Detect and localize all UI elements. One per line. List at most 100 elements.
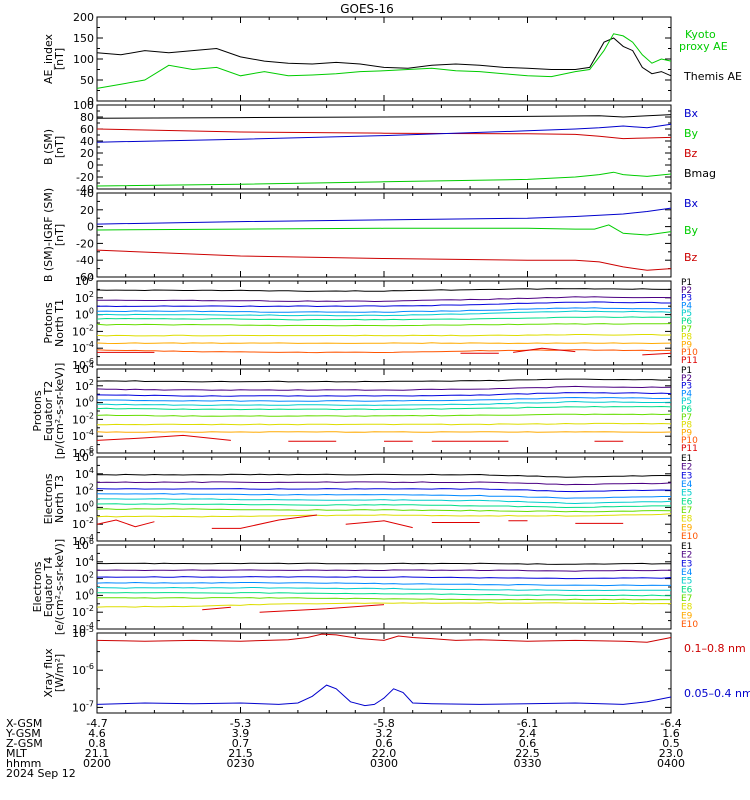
y-tick-label: 10-2 — [72, 604, 94, 619]
y-axis-label: ElectronsEquator T4[e/(cm²-s-sr-keV)] — [31, 539, 66, 635]
footer-row-label-mlt: MLT — [6, 747, 27, 760]
legend-e3: E3 — [681, 471, 692, 481]
y-tick-label: 100 — [75, 307, 94, 322]
legend-e1: E1 — [681, 454, 692, 464]
legend-p11: P11 — [681, 444, 698, 454]
footer-value-z: 0.6 — [375, 737, 393, 750]
legend-entry: By — [684, 127, 699, 140]
legend-e4: E4 — [681, 568, 693, 578]
series-line-themis-ae — [96, 37, 672, 77]
legend-p3: P3 — [681, 382, 692, 392]
footer-value-hhmm: 0330 — [514, 757, 542, 770]
series-line-e6 — [96, 503, 671, 509]
legend-p2: P2 — [681, 286, 692, 296]
series-line-e7 — [96, 508, 672, 513]
y-tick-label: 100 — [73, 99, 94, 112]
y-tick-label: 150 — [73, 32, 94, 45]
legend-e6: E6 — [681, 585, 693, 595]
y-axis-label: B (SM)[nT] — [42, 129, 66, 165]
y-axis-label: ProtonsNorth T1 — [42, 299, 66, 347]
y-tick-label: 100 — [75, 395, 94, 410]
y-tick-label: 102 — [75, 571, 94, 586]
y-tick-label: 102 — [75, 378, 94, 393]
series-line-e6 — [96, 592, 672, 597]
y-tick-label: 100 — [75, 499, 94, 514]
series-line-p5 — [96, 310, 672, 317]
legend-p8: P8 — [681, 421, 692, 431]
legend-entry: Bmag — [684, 167, 716, 180]
y-tick-label: 104 — [75, 361, 94, 376]
y-tick-label: 100 — [73, 53, 94, 66]
legend-e5: E5 — [681, 577, 692, 587]
series-line-p3 — [96, 301, 671, 308]
y-tick-label: 20 — [80, 204, 94, 217]
series-line-p2 — [97, 296, 672, 303]
series-line-p3 — [96, 392, 672, 397]
footer-value-z: 0.8 — [88, 737, 106, 750]
legend-e5: E5 — [681, 489, 692, 499]
y-tick-label: 100 — [75, 587, 94, 602]
series-line-e8 — [96, 513, 672, 518]
series-line-p7 — [96, 323, 672, 327]
series-line-e8 — [96, 602, 672, 608]
legend-e7: E7 — [681, 506, 692, 516]
legend-e7: E7 — [681, 594, 692, 604]
legend-p7: P7 — [681, 325, 692, 335]
legend-p10: P10 — [681, 436, 698, 446]
footer-date: 2024 Sep 12 — [6, 767, 76, 780]
y-tick-label: 10-4 — [72, 621, 94, 636]
legend-p3: P3 — [681, 294, 692, 304]
series-line-bx — [96, 207, 672, 225]
legend-p1: P1 — [681, 366, 692, 376]
series-line-0-1-0-8-nm — [96, 633, 672, 643]
series-line-e2 — [97, 569, 671, 572]
legend-p6: P6 — [681, 317, 692, 327]
series-line-bz — [96, 249, 672, 271]
y-tick-label: 104 — [75, 554, 94, 569]
footer-row-label-z: Z-GSM — [6, 737, 43, 750]
series-line-bmag — [96, 114, 672, 119]
footer-value-y: 1.6 — [662, 727, 680, 740]
legend-p6: P6 — [681, 405, 692, 415]
y-tick-label: 0 — [87, 95, 94, 108]
legend-entry: 0.1–0.8 nm — [684, 642, 746, 655]
series-segment — [96, 434, 231, 441]
y-axis-label: AE_index[nT] — [42, 33, 66, 84]
y-tick-label: -40 — [76, 183, 94, 196]
y-tick-label: 10-2 — [72, 323, 94, 338]
footer-row-label-hhmm: hhmm — [6, 757, 41, 770]
panel-frame — [96, 632, 672, 714]
y-tick-label: -20 — [76, 171, 94, 184]
y-tick-label: -20 — [76, 237, 94, 250]
footer-value-mlt: 21.1 — [85, 747, 110, 760]
series-segment — [259, 604, 385, 613]
legend-p7: P7 — [681, 413, 692, 423]
y-tick-label: 104 — [75, 466, 94, 481]
footer-value-mlt: 22.5 — [515, 747, 540, 760]
chart-title: GOES-16 — [340, 2, 394, 16]
series-line-by — [96, 224, 672, 236]
y-tick-label: 10-6 — [72, 662, 94, 677]
footer-value-hhmm: 0200 — [83, 757, 111, 770]
footer-row-label-y: Y-GSM — [5, 727, 41, 740]
legend-entry: Bz — [684, 251, 698, 264]
series-line-p4 — [97, 396, 672, 402]
series-segment — [642, 352, 672, 356]
series-line-p7 — [96, 413, 672, 417]
legend-entry: 0.05–0.4 nm — [684, 687, 750, 700]
series-line-p6 — [96, 405, 672, 411]
series-line-p5 — [96, 400, 672, 406]
series-line-p9 — [96, 431, 672, 433]
y-tick-label: 40 — [80, 135, 94, 148]
legend-entry: Bz — [684, 147, 698, 160]
y-tick-label: 104 — [75, 273, 94, 288]
y-tick-label: 40 — [80, 187, 94, 200]
legend-p4: P4 — [681, 389, 692, 399]
footer-value-hhmm: 0230 — [227, 757, 255, 770]
legend-entry: Kyoto proxy AE — [679, 28, 728, 53]
series-line-bx — [96, 123, 672, 143]
series-line-e1 — [96, 473, 672, 478]
legend-p8: P8 — [681, 333, 692, 343]
